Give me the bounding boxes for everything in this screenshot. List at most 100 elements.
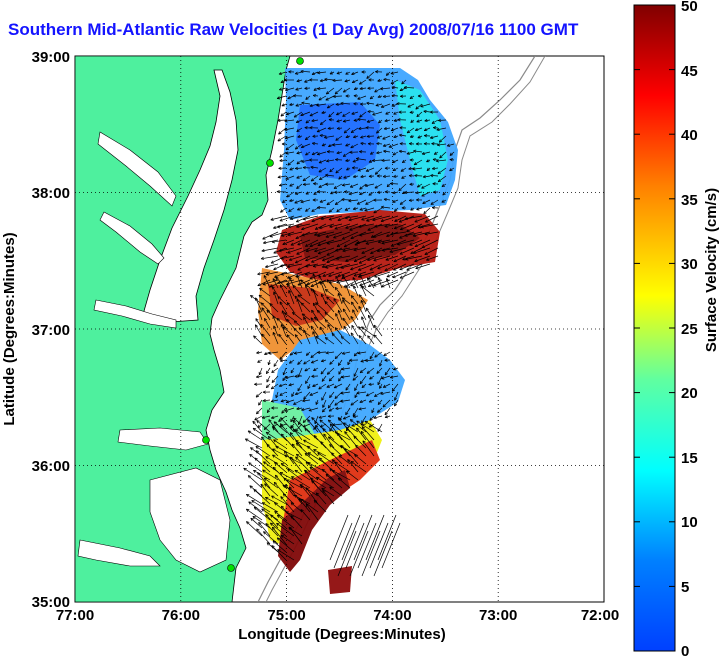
velocity-vector-head — [360, 174, 364, 178]
velocity-vector-head — [283, 78, 287, 81]
velocity-vector — [401, 175, 407, 179]
velocity-vector-head — [254, 383, 258, 386]
velocity-vector-head — [272, 286, 275, 289]
velocity-vector-head — [344, 448, 346, 452]
velocity-vector-head — [394, 404, 398, 407]
velocity-vector — [325, 95, 335, 101]
velocity-vector-head — [335, 158, 339, 160]
velocity-vector-head — [374, 89, 377, 93]
velocity-vector-head — [326, 151, 330, 154]
velocity-vector-head — [258, 310, 262, 313]
velocity-vector — [273, 291, 279, 305]
potomac-river — [97, 131, 177, 207]
velocity-vector — [312, 331, 319, 345]
velocity-vector-head — [344, 431, 346, 435]
velocity-vector-head — [367, 335, 369, 339]
velocity-vector-head — [340, 401, 344, 403]
velocity-vector-head — [341, 377, 345, 379]
velocity-vector-head — [381, 158, 385, 161]
velocity-vector — [424, 127, 431, 131]
velocity-vector-head — [279, 158, 283, 162]
velocity-vector-head — [282, 201, 286, 203]
velocity-vector — [294, 334, 303, 345]
station-marker — [202, 436, 210, 444]
velocity-vector-head — [438, 180, 442, 183]
velocity-vector — [449, 151, 455, 156]
velocity-vector-head — [354, 242, 358, 246]
velocity-vector — [377, 514, 397, 561]
velocity-vector-head — [384, 412, 386, 416]
velocity-vector — [336, 239, 351, 247]
velocity-vector-head — [400, 94, 404, 97]
velocity-vector-head — [373, 334, 377, 337]
velocity-vector — [305, 271, 319, 275]
velocity-vector-head — [376, 372, 380, 374]
velocity-vector-head — [293, 417, 297, 420]
velocity-vector — [340, 336, 351, 345]
velocity-vector — [280, 263, 295, 267]
velocity-vector-head — [271, 379, 274, 383]
velocity-vector-head — [304, 86, 308, 89]
velocity-vector-head — [295, 456, 297, 460]
velocity-vector-head — [359, 186, 362, 190]
velocity-vector-head — [305, 284, 308, 288]
velocity-vector-head — [384, 359, 388, 362]
velocity-vector-head — [330, 423, 333, 426]
velocity-vector — [272, 332, 279, 345]
velocity-vector-head — [406, 151, 410, 155]
velocity-vector-head — [353, 95, 357, 98]
velocity-vector — [270, 514, 287, 529]
velocity-vector-head — [289, 276, 293, 280]
velocity-vector-head — [382, 404, 385, 408]
x-tick-label: 73:00 — [479, 607, 517, 624]
velocity-vector — [256, 407, 263, 415]
velocity-vector-head — [381, 241, 385, 244]
velocity-vector — [285, 135, 295, 139]
velocity-vector — [422, 199, 431, 204]
velocity-vector-head — [344, 79, 348, 82]
velocity-vector-head — [301, 408, 304, 411]
velocity-vector-head — [283, 477, 287, 480]
velocity-vector — [381, 522, 401, 569]
velocity-vector-head — [256, 351, 260, 354]
velocity-vector-head — [376, 152, 380, 155]
velocity-vector — [293, 111, 303, 118]
velocity-vector — [328, 436, 343, 449]
velocity-vector-head — [408, 175, 412, 178]
velocity-vector-head — [289, 104, 293, 107]
velocity-vector — [273, 325, 279, 337]
velocity-vector-head — [325, 267, 329, 269]
velocity-vector-head — [302, 421, 307, 423]
velocity-vector-head — [390, 73, 394, 75]
velocity-vector-head — [359, 114, 362, 118]
velocity-vector — [326, 367, 335, 375]
velocity-vector-head — [279, 358, 283, 361]
velocity-vector-head — [331, 452, 335, 455]
velocity-vector-head — [304, 136, 307, 140]
velocity-vector-head — [353, 120, 357, 122]
velocity-vector — [287, 468, 303, 481]
colorbar-tick-label: 5 — [681, 579, 689, 596]
velocity-vector-head — [344, 81, 348, 83]
velocity-vector-head — [318, 457, 321, 461]
velocity-vector — [261, 415, 271, 419]
velocity-vector-head — [357, 267, 361, 271]
velocity-vector — [380, 87, 391, 90]
velocity-vector-head — [255, 450, 260, 452]
velocity-vector-head — [341, 368, 345, 371]
velocity-vector-head — [325, 91, 328, 95]
velocity-vector-head — [286, 302, 289, 306]
velocity-vector — [257, 279, 271, 287]
velocity-vector — [327, 103, 335, 109]
velocity-vector-head — [361, 316, 365, 320]
velocity-vector-head — [271, 240, 275, 243]
velocity-vector-head — [271, 369, 274, 373]
velocity-vector-head — [366, 136, 370, 138]
velocity-vector-head — [296, 130, 300, 133]
velocity-vector-head — [302, 217, 306, 220]
velocity-vector-head — [293, 351, 297, 354]
velocity-vector-head — [287, 96, 290, 99]
velocity-vector-head — [285, 153, 289, 155]
velocity-vector-head — [302, 419, 305, 423]
velocity-vector — [352, 407, 359, 417]
